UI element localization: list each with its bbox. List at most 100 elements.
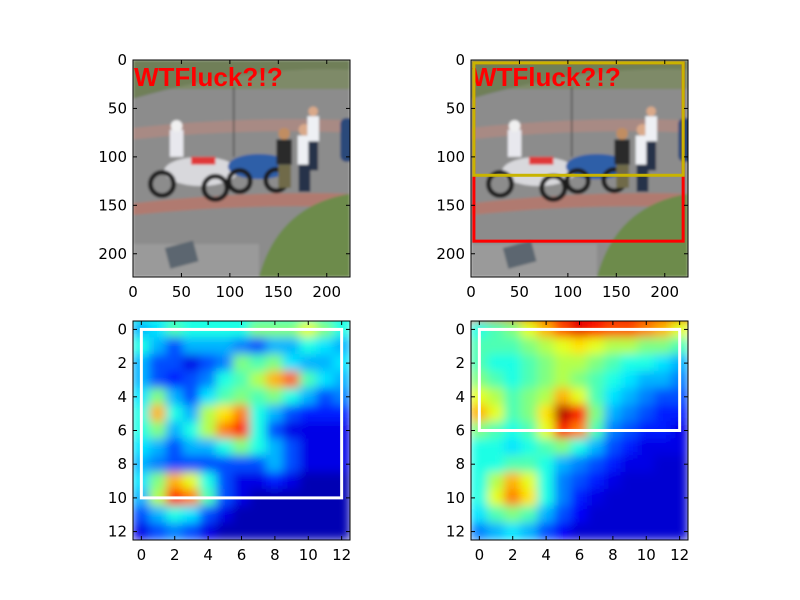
wheel (201, 173, 230, 202)
axes-frame (470, 59, 689, 278)
heatmap-cell (620, 404, 639, 423)
heatmap-cell (133, 522, 151, 540)
heatmap-cell (282, 438, 301, 457)
red-bike-lane (133, 119, 350, 140)
heatmap-cell (282, 371, 301, 389)
heatmap-cell (471, 522, 489, 540)
heatmap-cell (654, 488, 672, 507)
y-tick-label: 0 (117, 320, 127, 338)
heatmap-cell (654, 505, 672, 524)
heatmap-cell (471, 455, 489, 474)
y-tick-label: 50 (446, 99, 465, 117)
heatmap-cell (520, 438, 539, 457)
heatmap-cell (487, 404, 505, 423)
heatmap-cell (604, 455, 622, 474)
heatmap-cell (215, 522, 234, 540)
heatmap-cell (266, 455, 284, 474)
heatmap-cell (537, 404, 555, 423)
heatmap-cell (332, 505, 350, 524)
heatmap-cell (199, 505, 217, 524)
heatmap-cell (537, 371, 555, 389)
heatmap-cell (471, 505, 489, 524)
rider-body (169, 129, 184, 157)
heatmap-cell (165, 455, 184, 474)
heatmap-cell (587, 488, 606, 507)
y-tick-label: 8 (455, 455, 465, 473)
heatmap-cell (503, 505, 522, 524)
heatmap-cell (520, 505, 539, 524)
region-box (139, 327, 344, 500)
heatmap-cell (537, 522, 555, 540)
heatmap-cell (637, 455, 656, 474)
y-tick-label: 10 (108, 489, 127, 507)
heatmap-cell (503, 387, 522, 406)
heatmap-cell (182, 421, 201, 440)
photo-panel-top-right: WTFluck?!? 0 50 100 150 200 0 50 100 150 200 (436, 51, 689, 301)
x-tick-label: 6 (575, 546, 585, 564)
heatmap-cell (316, 337, 334, 356)
heatmap-cell (553, 337, 572, 356)
heatmap-cell (670, 522, 688, 540)
y-tick-label: 200 (436, 245, 465, 263)
heatmap-cell (149, 371, 167, 389)
heatmap-cell (654, 455, 672, 474)
heatmap-cell (520, 387, 539, 406)
heatmap-cell (503, 354, 522, 373)
heatmap-cell (215, 371, 234, 389)
car-edge (340, 118, 350, 162)
heatmap-cell (670, 455, 688, 474)
photo-scene (471, 60, 688, 277)
heatmap-cell (249, 387, 268, 406)
x-tick-label: 2 (508, 546, 518, 564)
heatmap-cell (520, 455, 539, 474)
heatmap-cell (570, 371, 589, 389)
heatmap-cell (165, 371, 184, 389)
heatmap-cell (637, 522, 656, 540)
x-tick-label: 150 (264, 283, 293, 301)
heatmap-cell (316, 387, 334, 406)
heatmap-cell (670, 505, 688, 524)
x-tick-label: 4 (203, 546, 213, 564)
heatmap-cell (604, 488, 622, 507)
x-axis-ticks: 0 50 100 150 200 (128, 60, 341, 301)
head (646, 106, 657, 117)
officer-trousers (646, 141, 657, 171)
annotation-boxes (472, 61, 685, 243)
heatmap-cell (537, 472, 555, 490)
y-tick-label: 150 (98, 196, 127, 214)
heatmap-cell (282, 337, 301, 356)
heatmap-cell (537, 455, 555, 474)
helmet (508, 120, 521, 132)
heatmap-cell (654, 354, 672, 373)
heatmap-cell (182, 404, 201, 423)
y-axis-ticks: 0 50 100 150 200 (436, 51, 688, 263)
x-tick-label: 0 (475, 546, 485, 564)
detection-box (472, 61, 685, 177)
heatmap-cell (570, 404, 589, 423)
heatmap-cell (637, 488, 656, 507)
person-shorts (278, 164, 291, 188)
heatmap-cell (471, 488, 489, 507)
heatmap-cell (232, 337, 251, 356)
heatmap-cell (587, 472, 606, 490)
heatmap-cell (182, 472, 201, 490)
heatmap-cell (282, 505, 301, 524)
officer-shirt (307, 116, 319, 142)
x-tick-label: 6 (237, 546, 247, 564)
heatmap-cell (553, 505, 572, 524)
heatmap-cell (654, 387, 672, 406)
heatmap-cell (199, 404, 217, 423)
heatmap-cell (471, 438, 489, 457)
heatmap-cell (232, 354, 251, 373)
officer-shirt (645, 116, 657, 142)
road-sign (164, 240, 199, 269)
heatmap-cell (604, 337, 622, 356)
heatmap-cell (149, 455, 167, 474)
heatmap-cell (637, 371, 656, 389)
heatmap-cell (503, 522, 522, 540)
heatmap-cell (165, 387, 184, 406)
y-tick-label: 2 (455, 354, 465, 372)
heatmap-cell (553, 387, 572, 406)
heatmap-cell (570, 438, 589, 457)
heatmap-cell (503, 337, 522, 356)
